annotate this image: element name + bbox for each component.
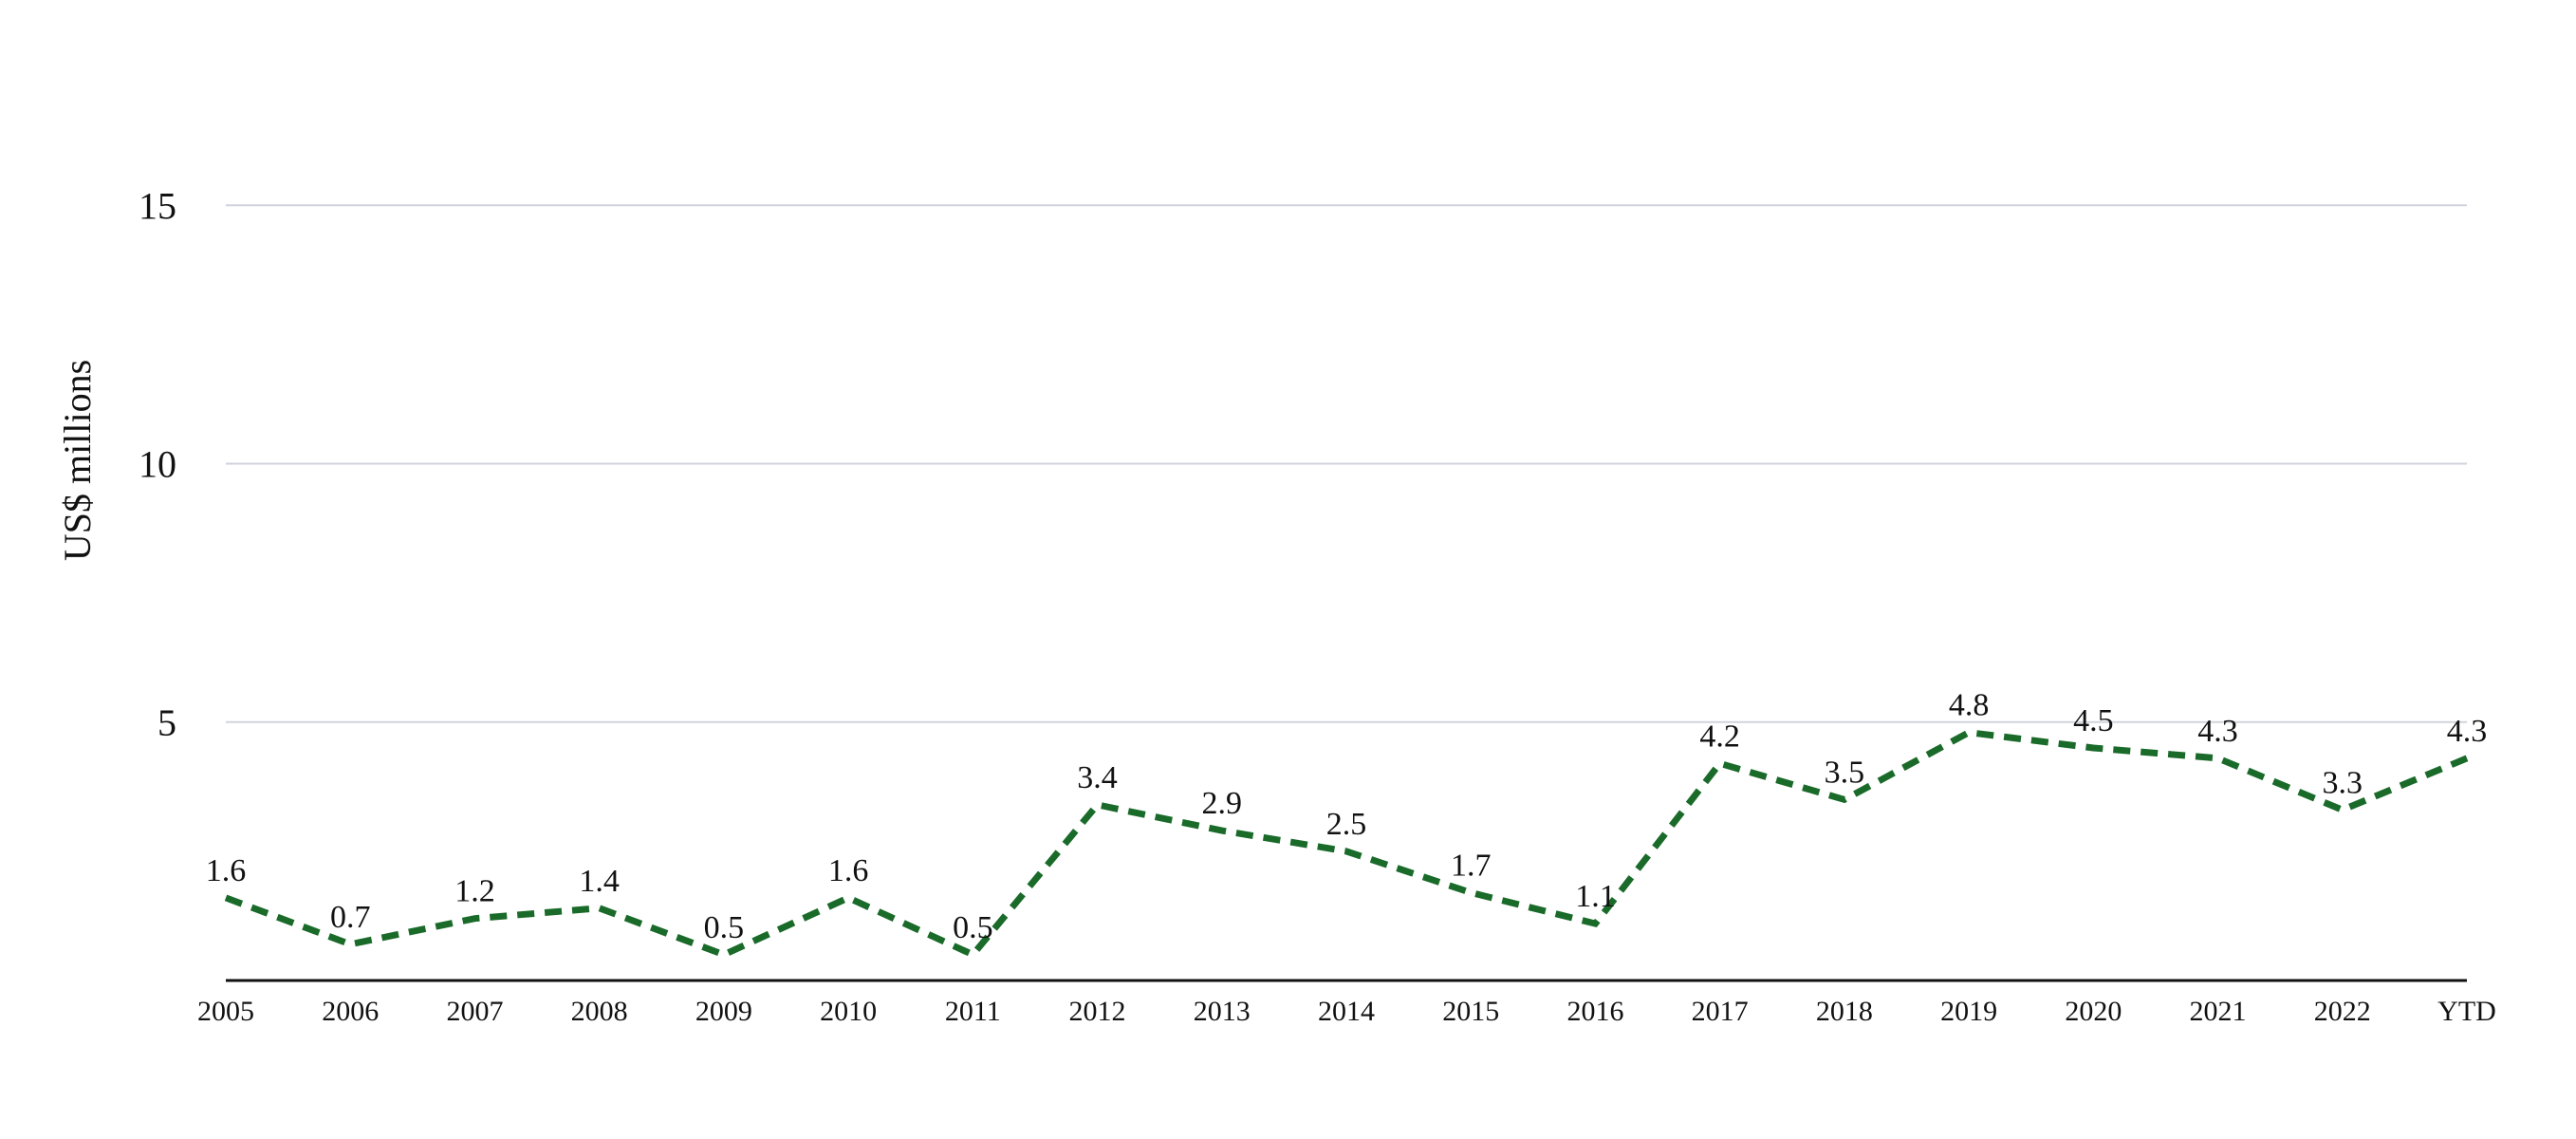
data-label-2012: 3.4	[1077, 760, 1118, 795]
x-tick-label-2008: 2008	[571, 996, 628, 1027]
data-label-2015: 1.7	[1451, 848, 1492, 883]
x-tick-label-2009: 2009	[695, 996, 752, 1027]
x-tick-label-2010: 2010	[820, 996, 877, 1027]
data-label-2013: 2.9	[1202, 786, 1243, 821]
y-tick-label-5: 5	[158, 701, 176, 744]
x-tick-label-YTD: YTD	[2437, 996, 2496, 1027]
y-tick-label-15: 15	[139, 184, 176, 227]
data-label-2019: 4.8	[1949, 688, 1990, 723]
x-tick-label-2014: 2014	[1318, 996, 1375, 1027]
series-line-0	[224, 729, 2469, 960]
x-tick-label-2022: 2022	[2314, 996, 2371, 1027]
x-tick-label-2007: 2007	[446, 996, 503, 1027]
data-label-2005: 1.6	[206, 853, 247, 888]
series-lines	[224, 729, 2469, 960]
data-label-2007: 1.2	[454, 874, 495, 909]
y-axis-ticks: 5 10 15	[139, 184, 176, 744]
data-labels: 1.6 0.7 1.2 1.4 0.5 1.6 0.5 3.4 2.9 2.5 1.7 1.1 4.2 3…	[206, 688, 2488, 945]
x-tick-label-2019: 2019	[1940, 996, 1997, 1027]
x-tick-label-2018: 2018	[1816, 996, 1873, 1027]
data-label-2021: 4.3	[2197, 714, 2238, 749]
x-tick-label-2016: 2016	[1566, 996, 1623, 1027]
x-tick-label-2021: 2021	[2190, 996, 2247, 1027]
x-tick-label-2011: 2011	[945, 996, 1001, 1027]
gridlines	[226, 204, 2467, 723]
data-label-2006: 0.7	[330, 900, 371, 935]
x-tick-label-2015: 2015	[1442, 996, 1499, 1027]
data-label-2008: 1.4	[579, 864, 620, 899]
x-tick-label-2013: 2013	[1194, 996, 1251, 1027]
x-tick-label-2005: 2005	[197, 996, 254, 1027]
x-tick-label-2020: 2020	[2065, 996, 2122, 1027]
data-label-2016: 1.1	[1575, 879, 1616, 914]
y-axis-label: US$ millions	[56, 360, 99, 561]
data-label-2018: 3.5	[1825, 755, 1865, 790]
y-tick-label-10: 10	[139, 443, 176, 486]
x-tick-label-2012: 2012	[1069, 996, 1126, 1027]
data-label-2022: 3.3	[2323, 765, 2363, 800]
data-label-2009: 0.5	[704, 910, 745, 945]
x-axis-tick-labels: 2005 2006 2007 2008 2009 2010 2011 2012 2013 2014…	[197, 996, 2496, 1027]
data-label-2011: 0.5	[953, 910, 993, 945]
data-label-2017: 4.2	[1699, 719, 1740, 754]
data-label-2014: 2.5	[1326, 807, 1367, 842]
data-label-2010: 1.6	[828, 853, 869, 888]
data-label-YTD: 4.3	[2447, 714, 2488, 749]
x-tick-label-2006: 2006	[322, 996, 379, 1027]
data-label-2020: 4.5	[2073, 703, 2114, 738]
x-tick-label-2017: 2017	[1692, 996, 1749, 1027]
